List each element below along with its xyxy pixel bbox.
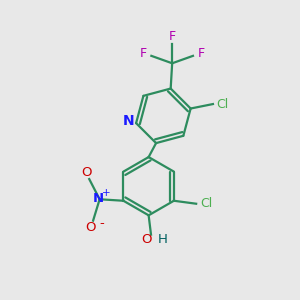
Text: +: + — [102, 188, 110, 198]
Text: N: N — [93, 192, 104, 205]
Text: Cl: Cl — [200, 197, 212, 210]
Text: Cl: Cl — [217, 98, 229, 111]
Text: O: O — [85, 221, 96, 234]
Text: H: H — [158, 233, 167, 247]
Text: F: F — [198, 47, 205, 60]
Text: N: N — [123, 114, 134, 128]
Text: -: - — [100, 217, 104, 230]
Text: F: F — [169, 30, 176, 43]
Text: O: O — [141, 233, 152, 247]
Text: O: O — [82, 166, 92, 179]
Text: F: F — [140, 47, 147, 60]
